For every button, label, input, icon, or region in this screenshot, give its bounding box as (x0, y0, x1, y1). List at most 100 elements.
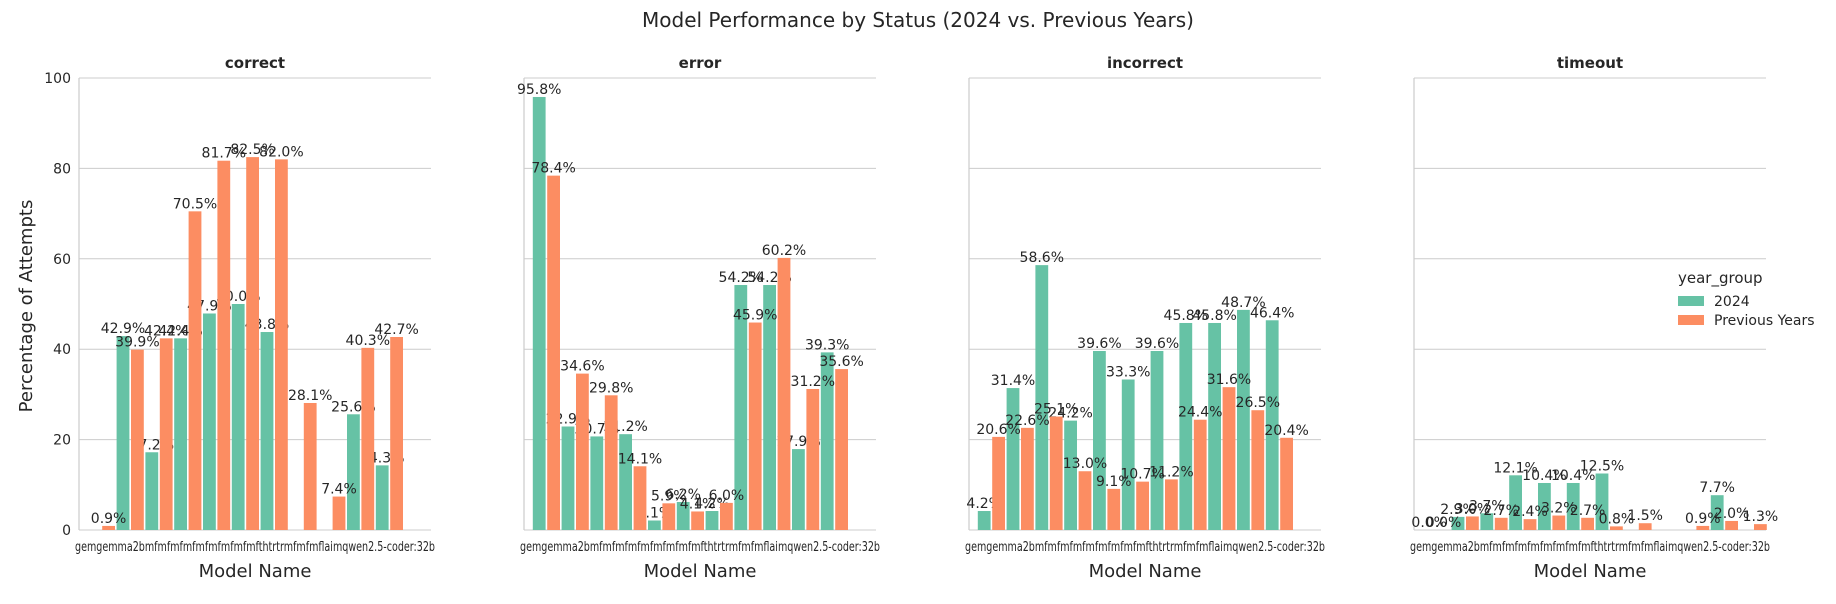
bar-value-label: 2.7% (1483, 503, 1519, 519)
bar-value-label: 1.3% (1743, 509, 1779, 525)
bar-previous-years (275, 159, 288, 531)
x-axis-label: Model Name (1534, 561, 1647, 582)
bar-2024 (145, 452, 159, 530)
bar-value-label: 2.0% (1714, 506, 1750, 522)
y-tick-label: 40 (53, 342, 71, 358)
bar-value-label: 12.5% (1580, 459, 1624, 475)
bar-previous-years (1552, 515, 1566, 530)
bar-2024 (231, 304, 245, 530)
legend-label-previous-years: Previous Years (1714, 313, 1815, 329)
bar-value-label: 58.6% (1020, 250, 1064, 266)
bar-2024 (1093, 351, 1106, 530)
bar-previous-years (361, 347, 375, 530)
bar-value-label: 34.6% (560, 359, 604, 375)
bar-previous-years (1494, 517, 1508, 530)
bar-value-label: 6.2% (665, 487, 701, 503)
bar-previous-years (1523, 519, 1537, 530)
bar-2024 (590, 436, 604, 530)
bar-2024 (676, 501, 690, 530)
bar-value-label: 82.0% (259, 144, 303, 160)
x-axis-label: Model Name (199, 561, 312, 582)
bar-2024 (1064, 420, 1077, 530)
bar-value-label: 7.4% (321, 482, 357, 498)
bar-value-label: 0.9% (1685, 511, 1721, 527)
bar-previous-years (1280, 437, 1293, 530)
legend-title: year_group (1678, 269, 1763, 288)
bar-2024 (116, 336, 130, 530)
bar-previous-years (390, 336, 403, 530)
bar-2024 (1480, 513, 1494, 530)
bar-2024 (1179, 322, 1193, 530)
bar-previous-years (806, 388, 820, 530)
bar-value-label: 5.9% (651, 488, 687, 504)
bar-value-label: 82.5% (230, 142, 274, 158)
bar-value-label: 35.6% (819, 354, 863, 370)
panel-title: incorrect (1107, 54, 1183, 72)
bar-value-label: 29.8% (589, 380, 633, 396)
bar-previous-years (691, 511, 704, 530)
bar-2024 (1121, 379, 1135, 530)
bar-2024 (174, 338, 187, 530)
bar-value-label: 42.7% (374, 322, 418, 338)
legend-swatch-2024 (1678, 296, 1704, 306)
x-tick-labels: gemgemma2bmfmfmfmfmfmfmfmfmfthtrtrmfmfmf… (520, 540, 880, 555)
bar-value-label: 10.7% (1120, 467, 1164, 483)
bar-value-label: 4.1% (680, 496, 716, 512)
bar-2024 (1265, 320, 1279, 530)
bar-previous-years (1466, 516, 1479, 530)
bar-value-label: 31.2% (791, 374, 835, 390)
panel-incorrect: incorrect4.2%31.4%58.6%24.2%39.6%33.3%39… (965, 54, 1325, 582)
panel-timeout: timeout0.0%2.9%3.7%12.1%10.4%10.4%12.5%7… (1410, 54, 1778, 582)
y-axis-label: Percentage of Attempts (16, 200, 37, 413)
y-tick-label: 0 (62, 523, 71, 539)
bar-value-label: 0.8% (1599, 511, 1635, 527)
bar-previous-years (1049, 416, 1063, 530)
bar-value-label: 60.2% (762, 243, 806, 259)
bar-2024 (1710, 495, 1724, 530)
bar-value-label: 14.1% (618, 451, 662, 467)
bar-previous-years (1696, 525, 1710, 530)
bar-previous-years (1610, 526, 1623, 530)
bar-2024 (532, 96, 546, 530)
bar-value-label: 46.4% (1250, 305, 1294, 321)
bar-value-label: 39.3% (805, 337, 849, 353)
bar-previous-years (604, 395, 618, 530)
bar-2024 (705, 511, 719, 530)
bar-previous-years (662, 503, 676, 530)
bar-2024 (734, 285, 748, 530)
bar-value-label: 45.8% (1164, 308, 1208, 324)
bar-value-label: 81.7% (202, 146, 246, 162)
bar-value-label: 39.6% (1135, 336, 1179, 352)
bar-previous-years (1078, 471, 1092, 530)
bar-value-label: 45.8% (1192, 308, 1236, 324)
bar-previous-years (1136, 481, 1149, 530)
bar-previous-years (633, 466, 647, 530)
bar-previous-years (1165, 479, 1178, 530)
bar-value-label: 0.0% (1411, 515, 1447, 531)
x-tick-labels: gemgemma2bmfmfmfmfmfmfmfmfmfthtrtrmfmfmf… (1410, 540, 1770, 555)
bar-2024 (1595, 473, 1609, 530)
bar-2024 (820, 352, 834, 530)
bar-previous-years (1725, 520, 1738, 530)
bar-2024 (1035, 265, 1049, 530)
y-tick-label: 60 (53, 252, 71, 268)
bar-previous-years (777, 257, 791, 530)
legend: year_group 2024 Previous Years (1678, 269, 1815, 329)
panel-correct: 020406080100correct42.9%17.2%42.4%47.9%5… (44, 54, 435, 582)
bar-2024 (1208, 322, 1221, 530)
bar-value-label: 48.7% (1221, 295, 1265, 311)
bar-2024 (203, 313, 216, 530)
bar-2024 (763, 285, 776, 530)
bar-value-label: 54.2% (719, 270, 763, 286)
bar-value-label: 78.4% (531, 161, 575, 177)
bar-value-label: 2.9% (1440, 502, 1476, 518)
bar-value-label: 9.1% (1096, 474, 1132, 490)
bar-2024 (619, 434, 632, 530)
x-tick-labels: gemgemma2bmfmfmfmfmfmfmfmfmfthtrtrmfmfmf… (965, 540, 1325, 555)
bar-value-label: 33.3% (1106, 364, 1150, 380)
legend-label-2024: 2024 (1714, 294, 1750, 310)
bar-2024 (1150, 351, 1164, 530)
bar-previous-years (547, 175, 560, 530)
bar-2024 (1566, 482, 1580, 530)
panel-error: error95.8%22.9%20.7%21.2%2.1%6.2%4.2%54.… (517, 54, 880, 582)
